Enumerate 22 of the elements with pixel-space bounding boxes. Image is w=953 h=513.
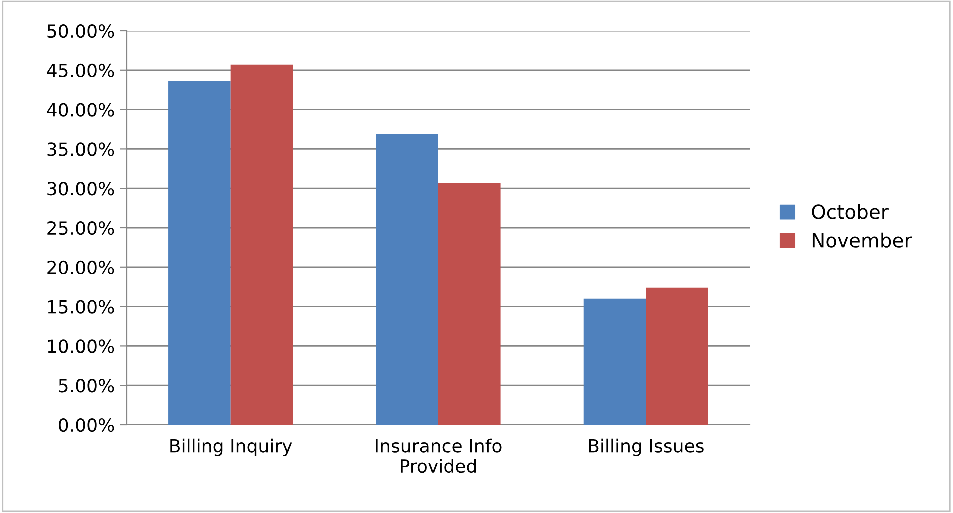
bar bbox=[230, 64, 294, 425]
bar bbox=[438, 183, 501, 425]
y-tick-label: 30.00% bbox=[48, 182, 114, 196]
y-tick-label: 20.00% bbox=[48, 260, 114, 275]
y-tick-label: 10.00% bbox=[48, 340, 114, 354]
y-tick-label: 25.00% bbox=[48, 221, 114, 236]
y-tick-label: 45.00% bbox=[47, 64, 114, 78]
bar bbox=[168, 81, 231, 425]
bar bbox=[376, 134, 438, 425]
x-tick-label: Billing Issues bbox=[589, 438, 704, 456]
legend-label: November bbox=[812, 232, 912, 248]
legend-label: October bbox=[812, 204, 889, 220]
bar bbox=[584, 298, 646, 425]
y-tick-label: 35.00% bbox=[48, 142, 114, 156]
bar bbox=[646, 288, 708, 425]
y-tick-label: 0.00% bbox=[59, 418, 114, 432]
y-tick-label: 5.00% bbox=[59, 379, 114, 393]
y-tick-label: 40.00% bbox=[47, 103, 114, 117]
x-tick-label: Insurance Info Provided bbox=[376, 438, 502, 474]
x-tick-label: Billing Inquiry bbox=[170, 438, 292, 456]
y-tick-label: 15.00% bbox=[48, 300, 114, 314]
y-tick-label: 50.00% bbox=[48, 24, 114, 38]
